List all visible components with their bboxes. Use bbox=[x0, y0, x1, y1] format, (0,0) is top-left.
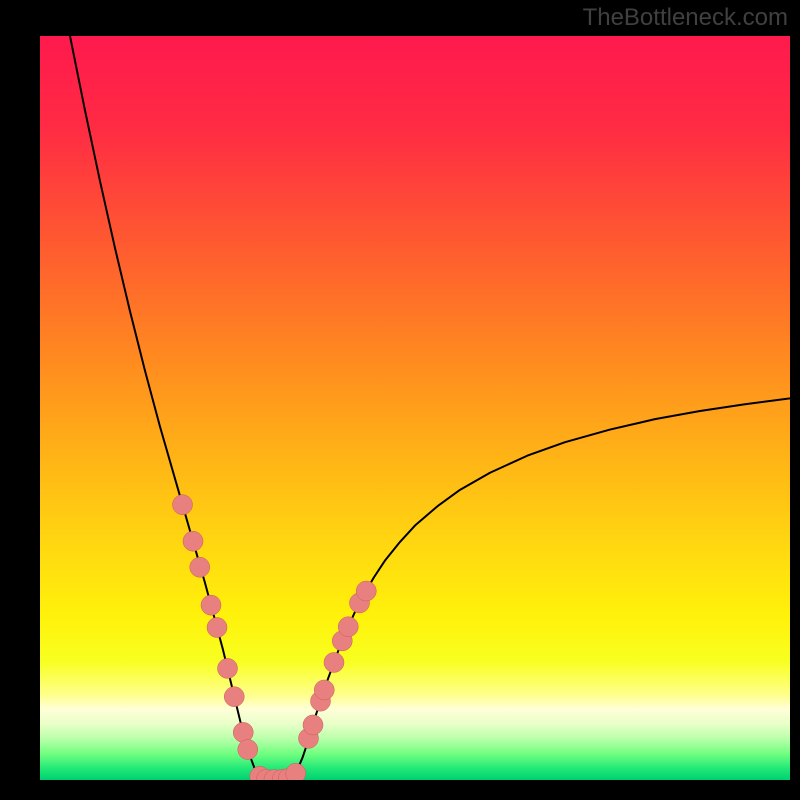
data-marker bbox=[224, 687, 244, 707]
data-marker bbox=[173, 495, 193, 515]
bottleneck-curve bbox=[70, 36, 790, 780]
data-marker bbox=[207, 617, 227, 637]
data-marker bbox=[324, 652, 344, 672]
watermark-text: TheBottleneck.com bbox=[583, 4, 788, 32]
data-marker bbox=[201, 595, 221, 615]
plot-area bbox=[40, 36, 790, 780]
data-marker bbox=[218, 658, 238, 678]
figure-container: TheBottleneck.com bbox=[0, 0, 800, 800]
data-marker bbox=[233, 722, 253, 742]
data-marker bbox=[338, 617, 358, 637]
data-marker bbox=[356, 581, 376, 601]
data-marker bbox=[190, 557, 210, 577]
data-marker bbox=[314, 680, 334, 700]
data-marker bbox=[303, 715, 323, 735]
data-marker bbox=[183, 531, 203, 551]
data-marker bbox=[286, 763, 306, 780]
data-marker bbox=[238, 740, 258, 760]
bottleneck-curve-chart bbox=[40, 36, 790, 780]
